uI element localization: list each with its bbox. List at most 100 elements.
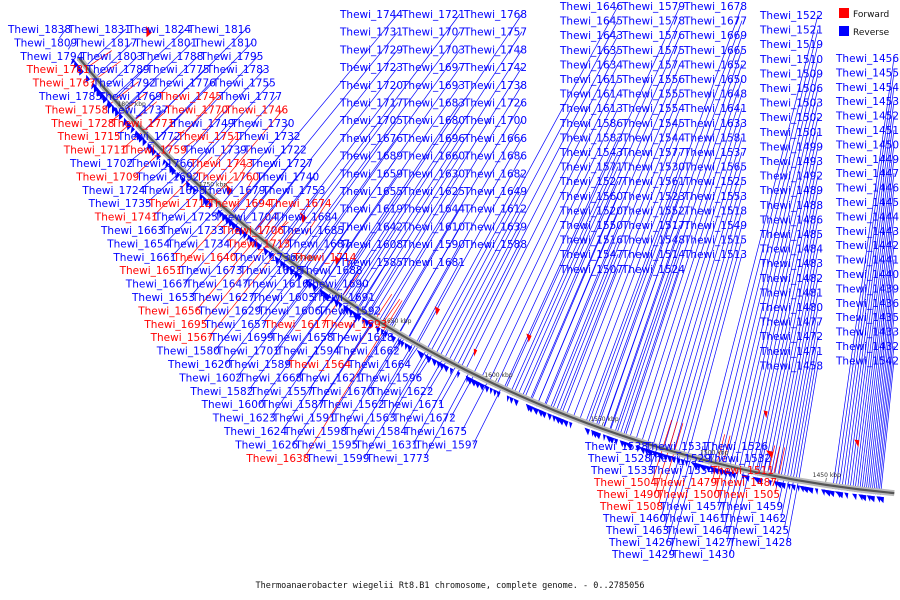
gene-label: Thewi_1643 bbox=[559, 30, 623, 42]
leader-line bbox=[121, 82, 152, 113]
gene-label: Thewi_1489 bbox=[759, 185, 823, 197]
leader-line bbox=[177, 189, 250, 271]
gene-label: Thewi_1580 bbox=[156, 346, 220, 358]
gene-label: Thewi_1587 bbox=[261, 399, 325, 411]
reverse-feature bbox=[438, 361, 445, 371]
reverse-feature bbox=[484, 384, 490, 393]
reverse-feature bbox=[384, 330, 389, 339]
leader-line bbox=[202, 220, 287, 325]
gene-label: Thewi_1838 bbox=[7, 24, 71, 36]
gene-label: Thewi_1714 bbox=[292, 252, 356, 264]
leader-line bbox=[786, 483, 799, 543]
leader-line bbox=[865, 245, 895, 494]
gene-label: Thewi_1590 bbox=[401, 239, 465, 251]
gene-label: Thewi_1582 bbox=[189, 386, 253, 398]
gene-label: Thewi_1682 bbox=[463, 168, 527, 180]
forward-feature bbox=[854, 439, 860, 448]
leader-line bbox=[869, 273, 895, 494]
reverse-feature bbox=[123, 117, 128, 126]
gene-label: Thewi_1638 bbox=[245, 453, 309, 465]
tick-mark bbox=[393, 323, 397, 328]
gene-label: Thewi_1692 bbox=[135, 171, 199, 183]
leader-line bbox=[266, 203, 269, 206]
leader-line bbox=[181, 140, 196, 150]
gene-label: Thewi_1660 bbox=[401, 151, 465, 163]
reverse-feature bbox=[852, 493, 857, 501]
gene-label: Thewi_1758 bbox=[44, 104, 108, 116]
gene-label: Thewi_1654 bbox=[106, 238, 170, 250]
gene-label: Thewi_1589 bbox=[227, 359, 291, 371]
gene-label: Thewi_1486 bbox=[759, 214, 823, 226]
reverse-feature bbox=[348, 308, 354, 317]
reverse-feature bbox=[255, 240, 262, 251]
gene-label: Thewi_1522 bbox=[759, 10, 823, 22]
gene-label: Thewi_1594 bbox=[276, 346, 340, 358]
reverse-feature bbox=[506, 395, 510, 403]
leader-line bbox=[459, 243, 523, 371]
gene-label: Thewi_1552 bbox=[621, 205, 685, 217]
leader-line bbox=[183, 223, 238, 284]
leader-line bbox=[252, 162, 309, 236]
leader-line bbox=[543, 78, 681, 410]
gene-label: Thewi_1680 bbox=[401, 115, 465, 127]
gene-label: Thewi_1733 bbox=[160, 225, 224, 237]
gene-label: Thewi_1585 bbox=[339, 257, 403, 269]
reverse-feature bbox=[742, 474, 750, 482]
gene-label: Thewi_1648 bbox=[683, 89, 747, 101]
reverse-feature bbox=[450, 367, 454, 375]
leader-line bbox=[780, 277, 819, 481]
reverse-feature bbox=[496, 390, 501, 398]
gene-label: Thewi_1728 bbox=[50, 118, 114, 130]
gene-label: Thewi_1810 bbox=[193, 37, 257, 49]
leader-line bbox=[762, 204, 819, 477]
reverse-feature bbox=[186, 180, 191, 189]
gene-label: Thewi_1509 bbox=[759, 68, 823, 80]
gene-label: Thewi_1706 bbox=[220, 225, 284, 237]
gene-label: Thewi_1666 bbox=[463, 133, 527, 145]
leader-line bbox=[773, 248, 819, 479]
leader-line bbox=[424, 173, 523, 353]
leader-line bbox=[285, 296, 335, 365]
reverse-feature bbox=[274, 255, 281, 265]
gene-label: Thewi_1664 bbox=[347, 359, 411, 371]
gene-label: Thewi_1705 bbox=[339, 115, 403, 127]
reverse-feature bbox=[203, 195, 210, 207]
gene-label: Thewi_1816 bbox=[187, 24, 251, 36]
leader-line bbox=[528, 49, 681, 404]
gene-label: Thewi_1547 bbox=[559, 249, 623, 261]
leader-line bbox=[770, 233, 819, 479]
gene-label: Thewi_1725 bbox=[154, 212, 218, 224]
leader-line bbox=[646, 137, 743, 447]
tick-mark bbox=[601, 421, 604, 426]
gene-label: Thewi_1641 bbox=[683, 103, 747, 115]
leader-line bbox=[333, 13, 523, 296]
leader-line bbox=[130, 55, 199, 123]
reverse-feature bbox=[297, 272, 303, 282]
tick-label: 1800 kbp bbox=[118, 101, 146, 108]
leader-line bbox=[185, 82, 272, 178]
gene-label: Thewi_1553 bbox=[683, 191, 747, 203]
gene-label: Thewi_1471 bbox=[759, 346, 823, 358]
reverse-feature bbox=[876, 496, 884, 504]
leader-line bbox=[542, 224, 619, 410]
reverse-feature bbox=[286, 264, 291, 273]
reverse-feature bbox=[150, 145, 157, 156]
gene-label: Thewi_1661 bbox=[112, 252, 176, 264]
forward-feature bbox=[526, 333, 532, 343]
gene-label: Thewi_1634 bbox=[559, 59, 623, 71]
gene-label: Thewi_1616 bbox=[245, 279, 309, 291]
gene-label: Thewi_1759 bbox=[123, 145, 187, 157]
reverse-feature bbox=[814, 488, 819, 495]
leader-line bbox=[713, 44, 819, 466]
gene-label: Thewi_1626 bbox=[234, 439, 298, 451]
gene-label: Thewi_1534 bbox=[650, 465, 714, 477]
reverse-feature bbox=[407, 344, 413, 353]
reverse-feature bbox=[99, 91, 105, 100]
leader-line bbox=[645, 447, 651, 459]
forward-feature bbox=[763, 410, 768, 419]
leader-line bbox=[414, 261, 461, 347]
leader-line bbox=[529, 195, 619, 404]
reverse-feature bbox=[162, 159, 167, 166]
leader-line bbox=[390, 353, 429, 418]
gene-label: Thewi_1727 bbox=[249, 158, 313, 170]
